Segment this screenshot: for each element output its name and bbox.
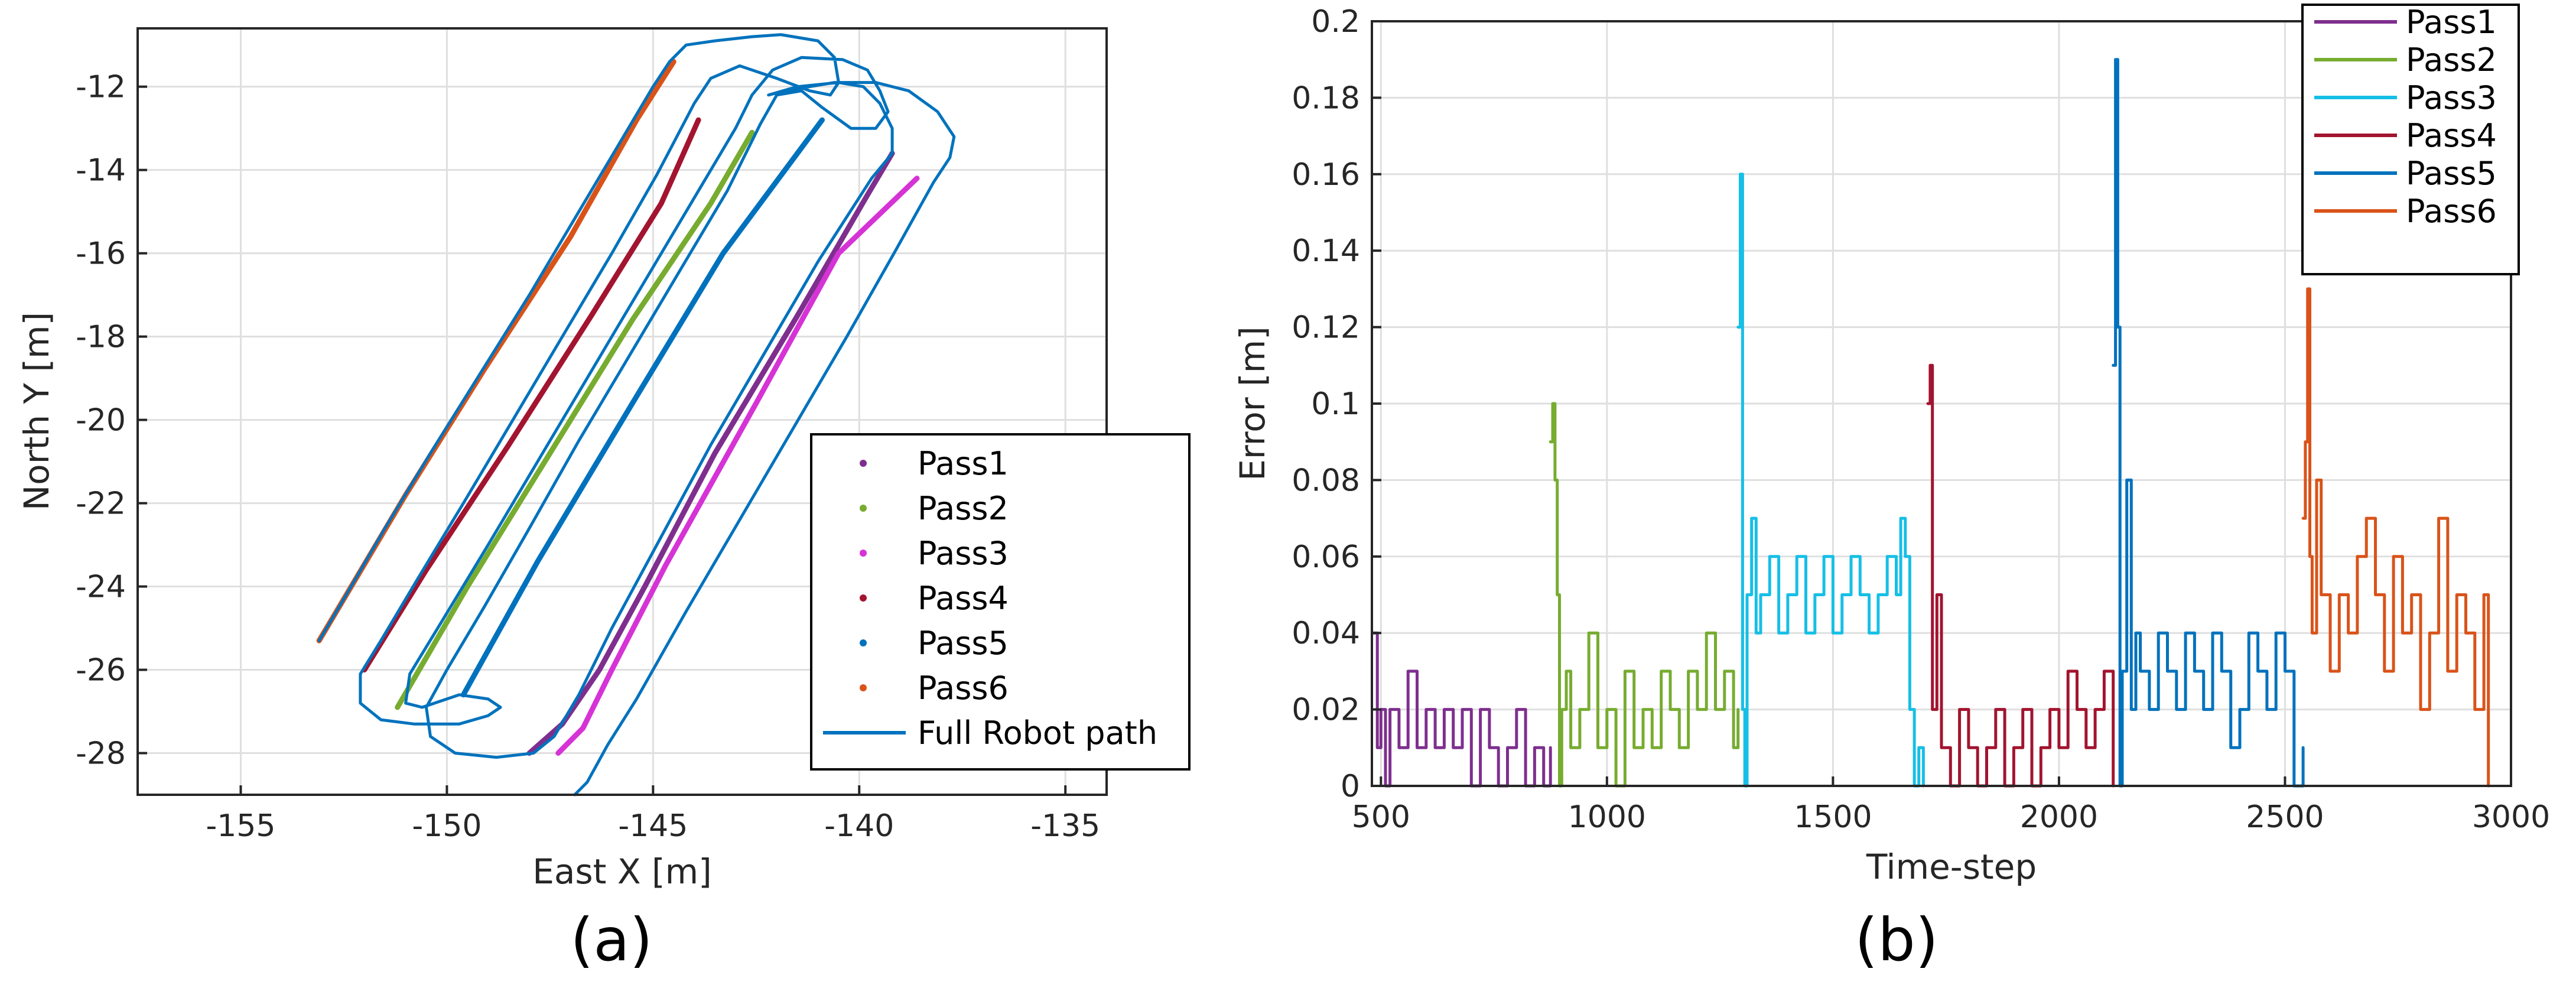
series-pass2 <box>1549 402 1740 788</box>
y-tick-label: -14 <box>76 153 126 188</box>
series-pass2 <box>395 129 755 710</box>
panel-a-xlabel: East X [m] <box>532 852 712 892</box>
y-tick-label: 0.02 <box>1292 693 1360 728</box>
legend-label-pass2: Pass2 <box>2406 41 2497 79</box>
y-tick-label: -28 <box>76 736 126 772</box>
y-tick-label: -22 <box>76 486 126 522</box>
series-pass6 <box>316 58 676 644</box>
series-pass5 <box>460 117 825 698</box>
panel-a: -155 -150 -145 -140 -135 -28 -26 -24 -22 -20 -18 -1… <box>17 27 1191 974</box>
x-tick-label: 1500 <box>1794 800 1872 835</box>
x-tick-label: -135 <box>1030 808 1100 844</box>
x-tick-label: -155 <box>206 808 275 844</box>
series-pass5 <box>2112 58 2305 788</box>
legend-label-pass2: Pass2 <box>918 490 1009 527</box>
panel-a-ylabel: North Y [m] <box>17 312 57 511</box>
panel-b-caption: (b) <box>1855 905 1938 974</box>
panel-a-caption: (a) <box>570 905 652 974</box>
y-tick-label: -18 <box>76 320 126 355</box>
series-pass3 <box>555 176 920 756</box>
legend-marker-pass2 <box>860 505 867 512</box>
x-tick-label: 2000 <box>2020 800 2098 835</box>
y-tick-label: -26 <box>76 653 126 688</box>
legend-label-pass5: Pass5 <box>2406 155 2497 192</box>
legend-marker-pass1 <box>860 460 867 467</box>
y-tick-label: -12 <box>76 70 126 105</box>
legend-label-pass6: Pass6 <box>2406 193 2497 230</box>
series-pass4 <box>362 117 701 672</box>
series-pass3 <box>1736 173 1925 788</box>
legend-label-pass1: Pass1 <box>2406 4 2497 41</box>
legend-marker-pass3 <box>860 550 867 557</box>
y-tick-label: -16 <box>76 236 126 272</box>
series-pass4 <box>1926 363 2115 788</box>
panel-a-path <box>316 33 956 797</box>
panel-b-xlabel: Time-step <box>1866 847 2037 887</box>
y-tick-label: -20 <box>76 403 126 438</box>
legend-box <box>2301 4 2520 275</box>
y-tick-label: 0.18 <box>1292 80 1360 116</box>
x-tick-label: 3000 <box>2472 800 2550 835</box>
y-tick-label: 0.04 <box>1292 616 1360 651</box>
x-tick-label: 2500 <box>2246 800 2324 835</box>
legend-marker-pass6 <box>860 684 867 691</box>
x-tick-label: 1000 <box>1568 800 1646 835</box>
legend-label-pass1: Pass1 <box>918 445 1009 482</box>
x-tick-label: -145 <box>618 808 688 844</box>
legend-label-pass3: Pass3 <box>918 535 1009 572</box>
panel-a-ticks: -155 -150 -145 -140 -135 -28 -26 -24 -22 -20 -18 -1… <box>76 70 1100 844</box>
legend-label-pass4: Pass4 <box>2406 117 2497 154</box>
y-tick-label: 0.16 <box>1292 157 1360 193</box>
y-tick-label: 0 <box>1341 769 1360 804</box>
x-tick-label: -140 <box>824 808 894 844</box>
panel-a-legend: Pass1 Pass2 Pass3 Pass4 Pass5 Pass6 Full Robot… <box>810 433 1191 771</box>
x-tick-label: 500 <box>1352 800 1410 835</box>
y-tick-label: 0.1 <box>1311 386 1360 422</box>
x-tick-label: -150 <box>412 808 482 844</box>
legend-box <box>810 433 1191 771</box>
panel-a-axes-frame <box>136 27 1108 796</box>
panel-b: 500 1000 1500 2000 2500 3000 0 0.02 0.04 0.06 0.08… <box>1232 4 2550 974</box>
legend-label-pass4: Pass4 <box>918 580 1009 617</box>
panel-b-ticks: 500 1000 1500 2000 2500 3000 0 0.02 0.04 0.06 0.08… <box>1292 4 2550 835</box>
y-tick-label: -24 <box>76 570 126 605</box>
series-pass1 <box>1371 631 1552 788</box>
y-tick-label: 0.12 <box>1292 310 1360 346</box>
y-tick-label: 0.2 <box>1311 4 1360 40</box>
legend-label-pass3: Pass3 <box>2406 79 2497 116</box>
legend-label-full-robot-path: Full Robot path <box>918 714 1157 752</box>
y-tick-label: 0.06 <box>1292 540 1360 575</box>
legend-marker-pass4 <box>860 594 867 602</box>
legend-marker-pass5 <box>860 639 867 646</box>
panel-a-grid <box>138 28 1107 795</box>
series-pass6 <box>2301 287 2490 788</box>
series-full-robot-path <box>317 33 956 797</box>
panel-b-ylabel: Error [m] <box>1232 326 1273 481</box>
legend-label-pass6: Pass6 <box>918 670 1009 707</box>
y-tick-label: 0.08 <box>1292 463 1360 498</box>
y-tick-label: 0.14 <box>1292 233 1360 269</box>
legend-label-pass5: Pass5 <box>918 625 1009 662</box>
